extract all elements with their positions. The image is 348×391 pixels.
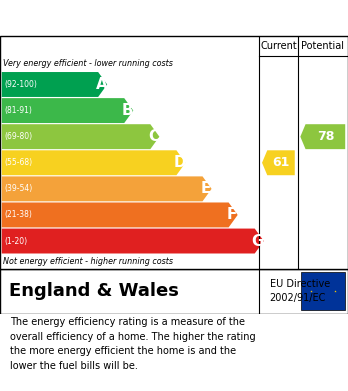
Text: E: E — [200, 181, 211, 196]
Polygon shape — [2, 150, 185, 175]
Bar — [301, 272, 345, 310]
Text: (81-91): (81-91) — [4, 106, 32, 115]
Polygon shape — [2, 203, 238, 228]
Text: B: B — [121, 103, 133, 118]
Text: 78: 78 — [317, 130, 334, 143]
Text: 2002/91/EC: 2002/91/EC — [270, 293, 326, 303]
Text: 61: 61 — [272, 156, 290, 169]
Text: Not energy efficient - higher running costs: Not energy efficient - higher running co… — [3, 257, 174, 266]
Polygon shape — [2, 72, 107, 97]
Text: F: F — [227, 208, 237, 222]
Text: A: A — [95, 77, 107, 92]
Polygon shape — [2, 124, 159, 149]
Text: C: C — [148, 129, 159, 144]
Text: The energy efficiency rating is a measure of the
overall efficiency of a home. T: The energy efficiency rating is a measur… — [10, 317, 256, 371]
Polygon shape — [300, 124, 345, 149]
Text: D: D — [173, 155, 186, 170]
Text: G: G — [252, 233, 264, 249]
Polygon shape — [2, 229, 264, 253]
Text: England & Wales: England & Wales — [9, 282, 179, 300]
Polygon shape — [262, 150, 295, 175]
Text: (39-54): (39-54) — [4, 184, 32, 194]
Text: Very energy efficient - lower running costs: Very energy efficient - lower running co… — [3, 59, 173, 68]
Text: (69-80): (69-80) — [4, 132, 32, 141]
Polygon shape — [2, 176, 212, 201]
Text: (55-68): (55-68) — [4, 158, 32, 167]
Text: Current: Current — [260, 41, 297, 51]
Text: (1-20): (1-20) — [4, 237, 27, 246]
Text: (21-38): (21-38) — [4, 210, 32, 219]
Polygon shape — [2, 98, 133, 123]
Text: EU Directive: EU Directive — [270, 279, 330, 289]
Text: Potential: Potential — [301, 41, 344, 51]
Text: Energy Efficiency Rating: Energy Efficiency Rating — [14, 11, 224, 25]
Text: (92-100): (92-100) — [4, 80, 37, 89]
